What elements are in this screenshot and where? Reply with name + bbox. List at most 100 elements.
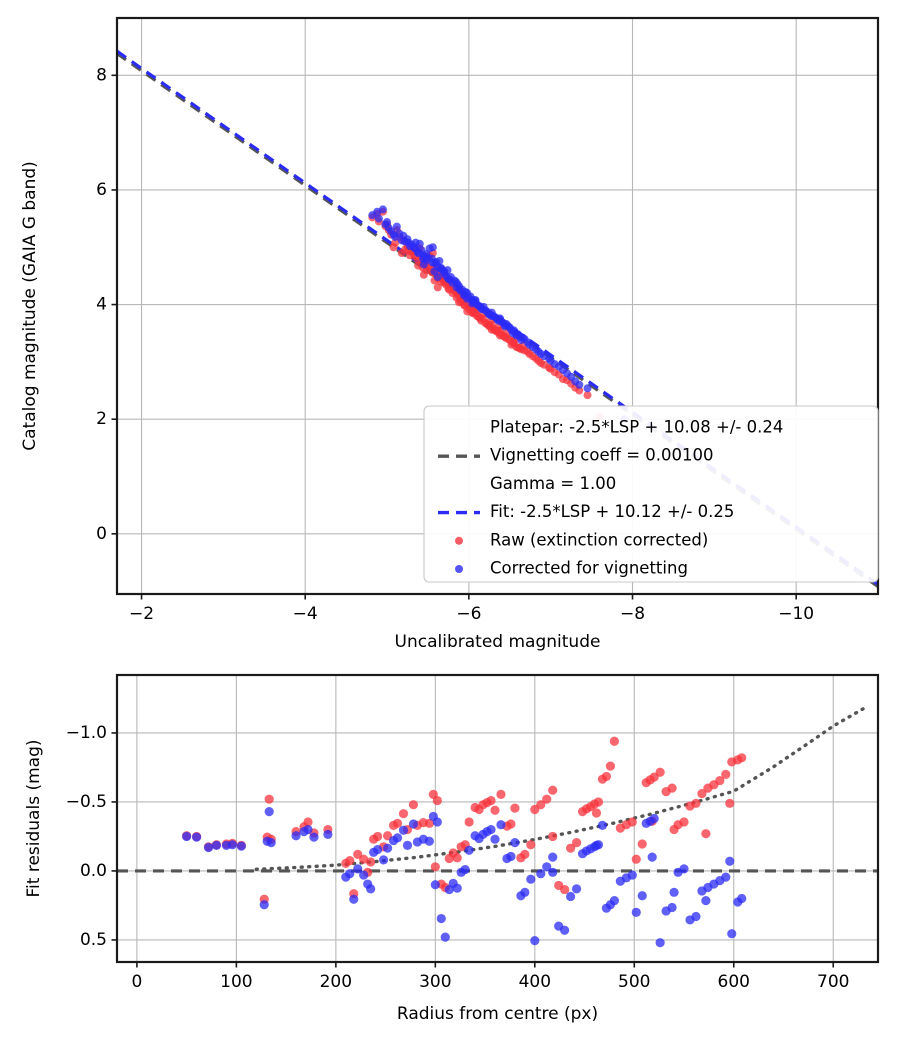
data-point — [445, 275, 454, 284]
data-point — [392, 818, 403, 828]
data-point — [398, 809, 409, 819]
data-point — [701, 896, 711, 906]
data-point — [455, 284, 464, 293]
x-tick-label: 700 — [817, 972, 849, 992]
data-point — [583, 384, 592, 393]
y-tick-label: 0.0 — [80, 861, 107, 881]
data-point — [452, 853, 462, 863]
x-tick-label: −10 — [778, 604, 814, 624]
data-point — [496, 789, 506, 799]
data-point — [191, 832, 202, 842]
legend-label: Gamma = 1.00 — [490, 474, 616, 493]
data-point — [679, 817, 689, 827]
data-point — [631, 907, 641, 917]
data-point — [496, 820, 506, 830]
data-point — [408, 819, 419, 829]
data-point — [520, 887, 530, 897]
data-point — [323, 829, 333, 839]
data-point — [182, 831, 192, 842]
data-point — [389, 243, 398, 252]
data-point — [506, 851, 516, 862]
data-point — [631, 854, 641, 864]
data-point — [259, 900, 269, 910]
data-point — [536, 869, 546, 879]
x-axis-label: Uncalibrated magnitude — [395, 632, 601, 652]
data-point — [548, 785, 558, 795]
data-point — [715, 775, 725, 786]
plot-frame-fit-residuals — [115, 673, 880, 964]
data-point — [373, 831, 383, 842]
y-tick-label: 2 — [96, 409, 107, 429]
data-point — [392, 222, 401, 231]
data-point — [560, 884, 570, 895]
data-point — [203, 842, 214, 853]
data-point — [627, 817, 637, 827]
data-point — [264, 807, 274, 817]
gridlines-fit-residuals — [117, 675, 878, 962]
data-point — [227, 840, 237, 850]
data-point — [571, 884, 582, 894]
data-point — [353, 864, 363, 874]
data-point — [597, 820, 608, 831]
data-point — [591, 840, 602, 851]
data-point — [609, 736, 619, 746]
data-point — [542, 862, 552, 872]
legend-marker-corrected — [455, 565, 463, 573]
x-tick-label: 0 — [131, 972, 142, 992]
x-tick-label: −8 — [620, 604, 645, 624]
data-point — [445, 285, 454, 294]
data-point — [520, 849, 530, 859]
data-point — [548, 867, 558, 877]
x-tick-label: −6 — [456, 604, 481, 624]
data-point — [548, 852, 558, 862]
data-point — [575, 386, 584, 395]
data-point — [655, 767, 665, 777]
data-point — [303, 824, 313, 835]
data-point — [424, 836, 434, 846]
data-point — [566, 891, 576, 902]
y-tick-label: 0 — [96, 524, 107, 544]
data-point — [637, 839, 647, 849]
data-point — [383, 218, 392, 227]
data-point — [408, 800, 419, 810]
data-point — [542, 794, 552, 804]
data-point — [397, 236, 406, 245]
data-point — [510, 838, 520, 848]
y-tick-label: 4 — [96, 295, 107, 315]
data-point — [495, 331, 504, 340]
data-point — [512, 342, 521, 351]
data-point — [487, 312, 496, 321]
data-point — [468, 295, 477, 304]
data-point — [440, 932, 450, 942]
legend-label: Platepar: -2.5*LSP + 10.08 +/- 0.24 — [490, 418, 783, 437]
legend-label: Vignetting coeff = 0.00100 — [490, 446, 714, 465]
data-point — [460, 864, 470, 875]
data-point — [512, 331, 521, 340]
data-point — [424, 818, 434, 828]
data-point — [721, 769, 731, 779]
data-point — [525, 340, 534, 349]
data-point — [507, 325, 516, 334]
legend-label: Corrected for vignetting — [490, 559, 688, 578]
y-axis-label: Catalog magnitude (GAIA G band) — [20, 161, 40, 451]
data-point — [548, 831, 558, 842]
data-point — [701, 829, 711, 839]
data-point — [366, 857, 376, 867]
data-point — [309, 832, 319, 842]
data-point — [428, 258, 437, 267]
data-point — [649, 813, 659, 824]
data-point — [373, 207, 382, 216]
plot-frame-photometric-calibration — [115, 16, 880, 596]
data-point — [464, 845, 474, 855]
data-point — [593, 797, 604, 807]
data-point — [526, 840, 536, 850]
data-point — [667, 783, 677, 793]
data-point — [691, 911, 701, 922]
data-point — [432, 795, 442, 806]
x-tick-label: 500 — [618, 972, 650, 992]
data-point — [359, 870, 369, 880]
data-point — [452, 883, 462, 893]
data-point — [605, 761, 616, 771]
